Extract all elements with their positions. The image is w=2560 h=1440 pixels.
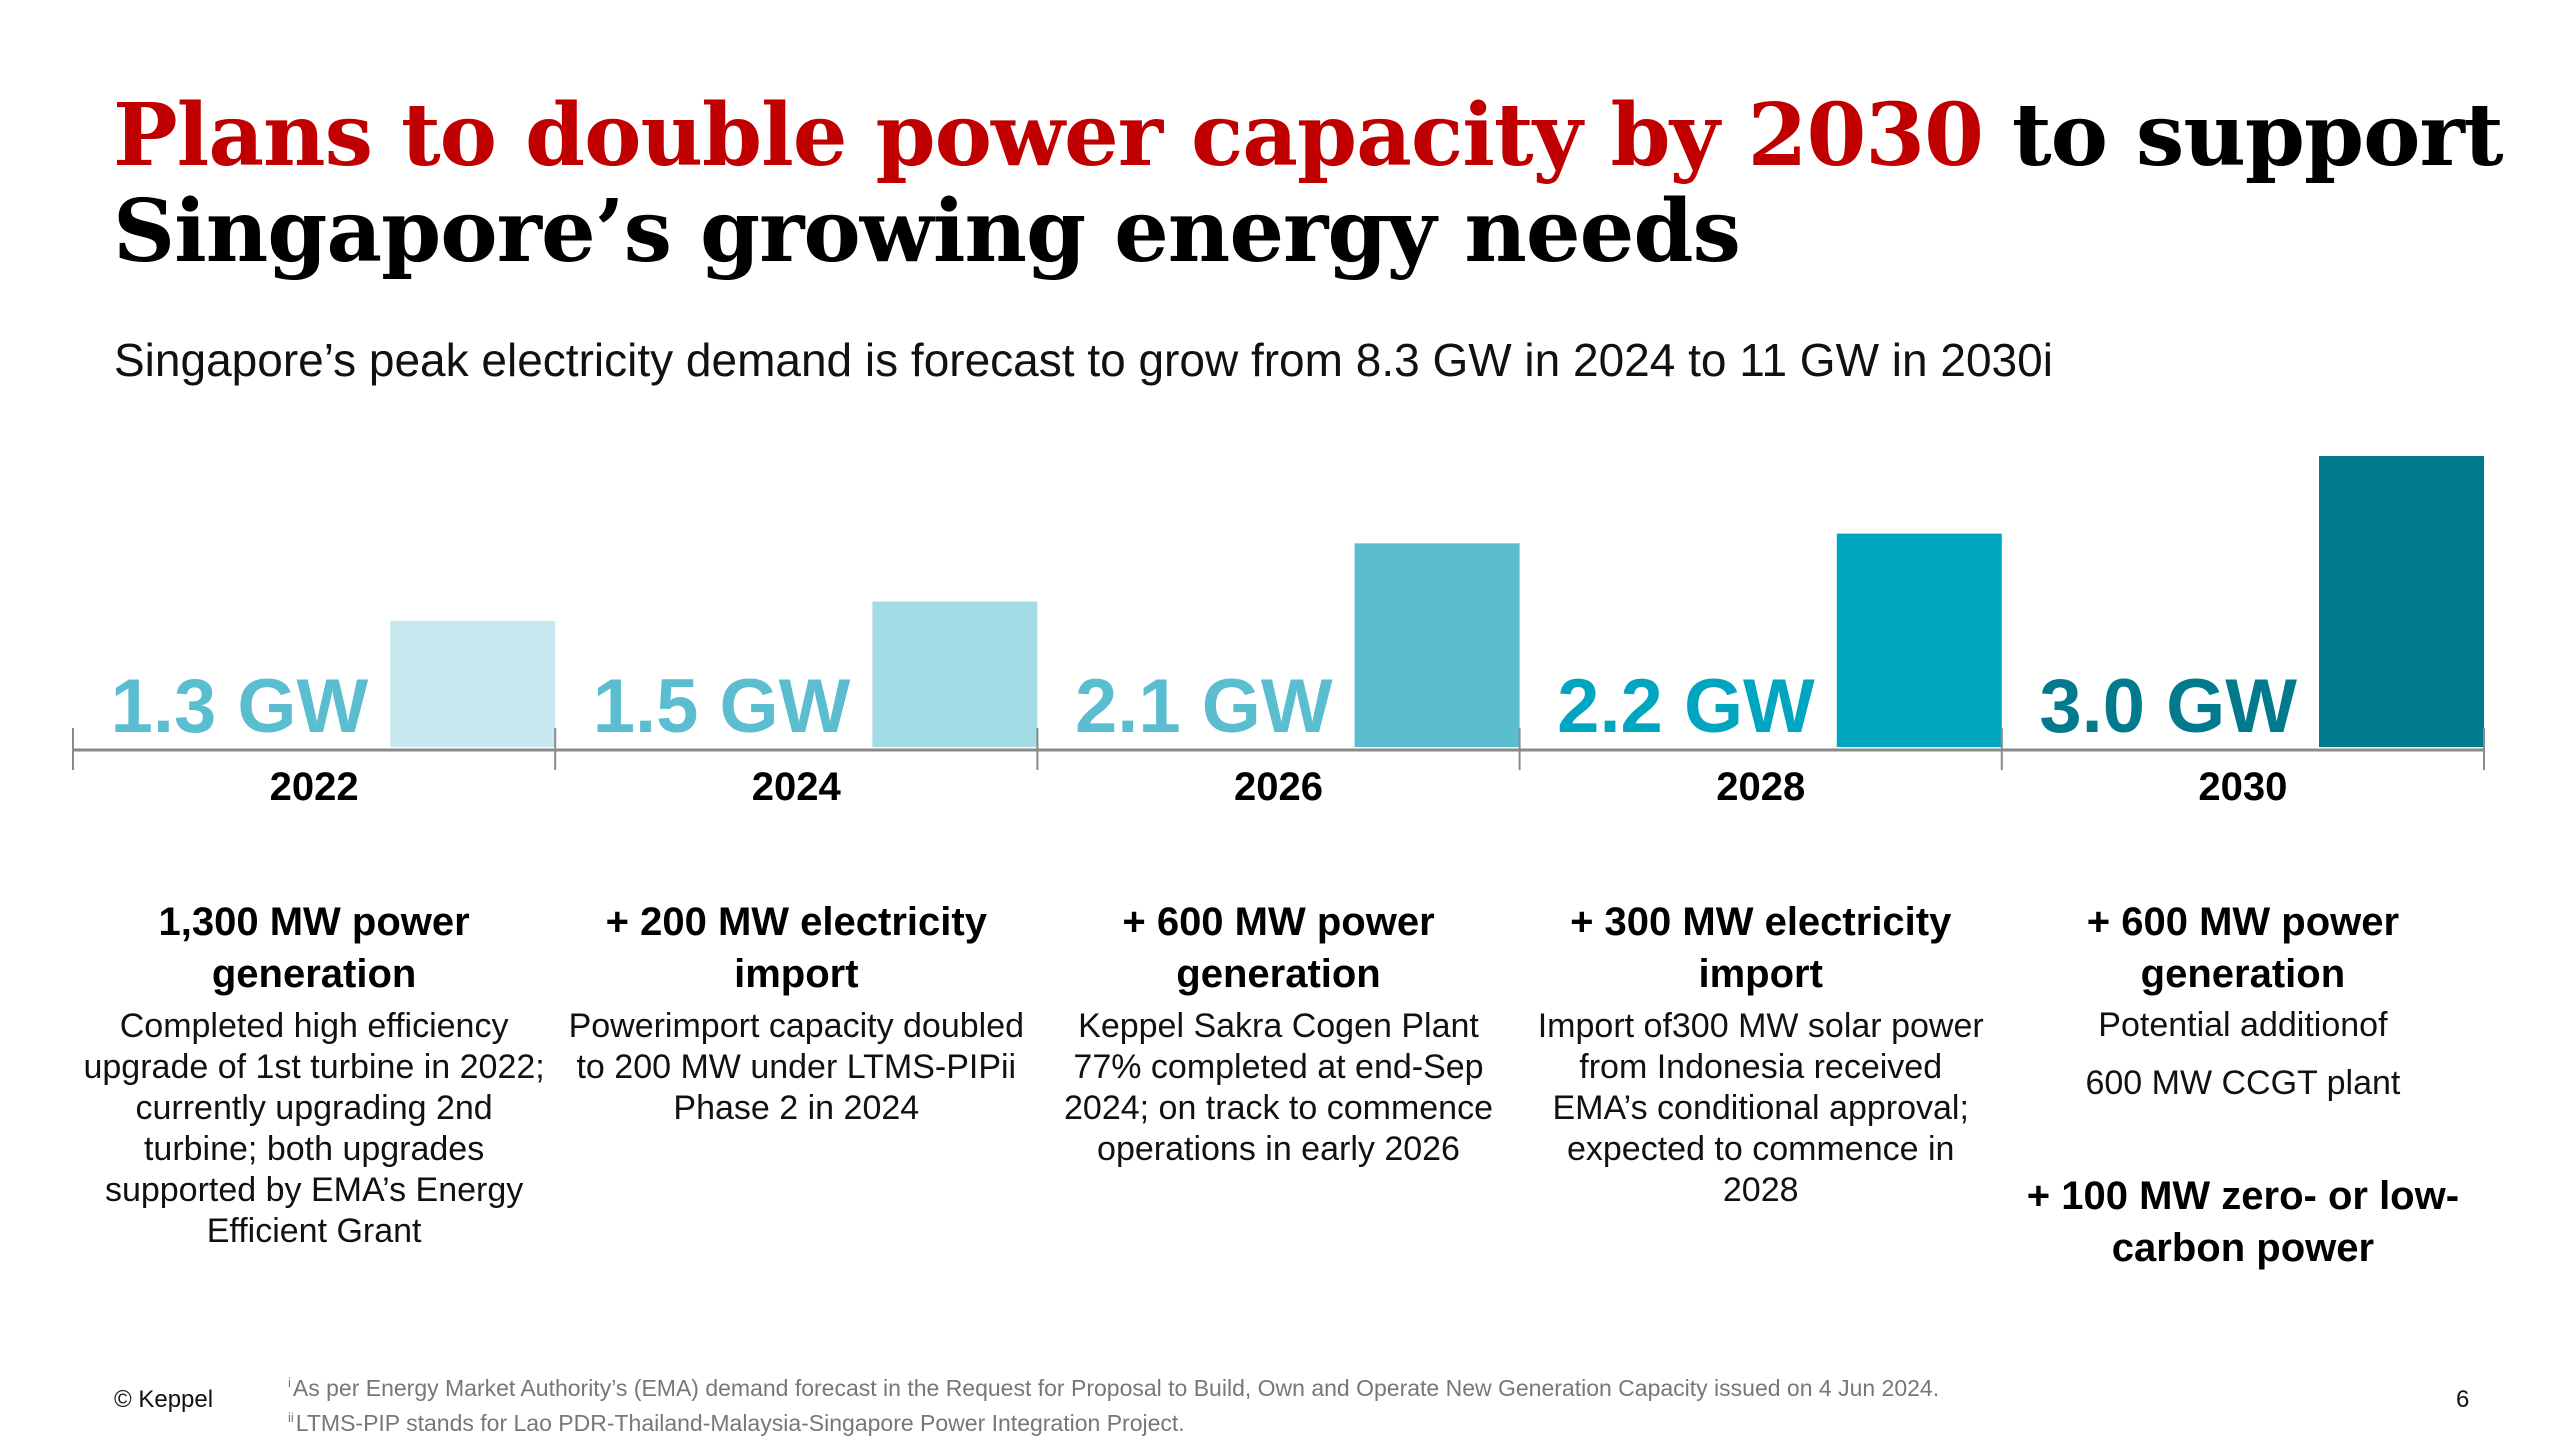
milestone-heading-secondary: + 100 MW zero- or low-carbon power [2026, 1174, 2460, 1270]
footnote-marker: ii [288, 1410, 294, 1425]
milestone-2022: 1,300 MW power generation Completed high… [73, 896, 555, 1296]
milestone-2024: + 200 MW electricity import Powerimport … [555, 896, 1037, 1296]
data-label-2030: 3.0 GW [2039, 664, 2297, 749]
milestone-body: Powerimport capacity doubled to 200 MW u… [568, 1007, 1025, 1127]
x-tick-label-2024: 2024 [752, 765, 842, 809]
x-tick-label-2030: 2030 [2198, 765, 2287, 809]
milestone-heading: + 600 MW power generation [2086, 900, 2400, 996]
milestone-heading: 1,300 MW power generation [158, 900, 470, 996]
footnote-text: As per Energy Market Authority’s (EMA) d… [292, 1375, 1940, 1401]
milestone-body: Import of300 MW solar power from Indones… [1537, 1007, 1984, 1209]
milestone-body: Completed high efficiency upgrade of 1st… [83, 1007, 545, 1250]
data-label-2028: 2.2 GW [1557, 664, 1815, 749]
x-tick-label-2028: 2028 [1716, 765, 1805, 809]
footnote-1: iAs per Energy Market Authority’s (EMA) … [288, 1368, 1939, 1403]
footnote-marker: i [288, 1375, 291, 1390]
page-number: 6 [2456, 1386, 2470, 1413]
x-tick-label-2022: 2022 [270, 765, 359, 809]
milestones: 1,300 MW power generation Completed high… [73, 896, 2484, 1296]
milestone-body: Keppel Sakra Cogen Plant 77% completed a… [1064, 1007, 1494, 1168]
milestone-heading: + 300 MW electricity import [1570, 900, 1952, 996]
bar-2028 [1836, 533, 2002, 747]
milestone-body-line2: 600 MW CCGT plant [2085, 1064, 2401, 1102]
footnote-text: LTMS-PIP stands for Lao PDR-Thailand-Mal… [295, 1410, 1185, 1436]
data-label-2026: 2.1 GW [1075, 664, 1333, 749]
milestone-heading: + 200 MW electricity import [605, 900, 987, 996]
capacity-bar-chart: 1.3 GW 2022 1.5 GW 2024 2.1 GW 2026 2.2 GW 2028… [72, 456, 2485, 809]
bar-2026 [1354, 543, 1520, 747]
milestone-2028: + 300 MW electricity import Import of300… [1520, 896, 2002, 1296]
data-label-2022: 1.3 GW [111, 664, 369, 749]
subtitle: Singapore’s peak electricity demand is f… [114, 334, 2053, 386]
footnotes: iAs per Energy Market Authority’s (EMA) … [288, 1368, 1939, 1438]
milestone-2026: + 600 MW power generation Keppel Sakra C… [1037, 896, 1519, 1296]
footnote-2: iiLTMS-PIP stands for Lao PDR-Thailand-M… [288, 1403, 1939, 1438]
bar-2022 [390, 620, 556, 747]
milestone-body: Potential additionof 600 MW CCGT plant [2012, 996, 2474, 1112]
copyright: © Keppel [114, 1386, 214, 1413]
milestone-2030: + 600 MW power generation Potential addi… [2002, 896, 2484, 1296]
title-accent: Plans to double power capacity by 2030 [113, 85, 1984, 186]
milestone-heading: + 600 MW power generation [1122, 900, 1435, 996]
page-title: Plans to double power capacity by 2030 t… [113, 88, 2513, 280]
bar-2024 [872, 601, 1038, 747]
x-tick-label-2026: 2026 [1234, 765, 1323, 809]
bar-2030 [2319, 456, 2484, 747]
title-rest: to support Singapore’s growing energy ne… [113, 85, 2504, 282]
milestone-body-line1: Potential additionof [2098, 1006, 2388, 1044]
data-label-2024: 1.5 GW [593, 664, 851, 749]
